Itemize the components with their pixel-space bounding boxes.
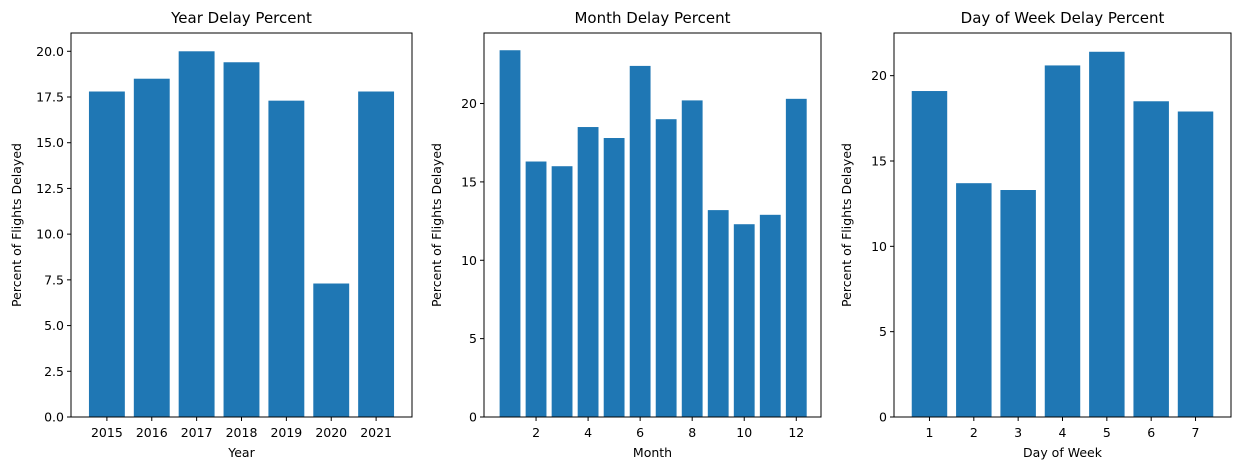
y-tick-label: 10 <box>871 239 887 254</box>
bar-2 <box>956 183 992 417</box>
x-tick-label: 2016 <box>136 425 168 440</box>
x-tick-label: 2017 <box>181 425 213 440</box>
x-tick-label: 12 <box>788 425 804 440</box>
plot-frame <box>483 32 822 418</box>
x-tick-label: 2021 <box>360 425 392 440</box>
bar-2018 <box>223 62 260 417</box>
bar-1 <box>499 50 521 418</box>
x-tick-label: 2020 <box>315 425 347 440</box>
bar-2016 <box>133 78 170 418</box>
y-tick-label: 5 <box>879 324 887 339</box>
x-tick-label: 6 <box>636 425 644 440</box>
bar-4 <box>577 127 599 417</box>
bar-8 <box>681 100 703 418</box>
y-tick-label: 20 <box>871 68 887 83</box>
x-tick-label: 7 <box>1192 425 1200 440</box>
y-tick-label: 5.0 <box>44 318 64 333</box>
bar-2021 <box>358 91 395 417</box>
bar-6 <box>629 65 651 417</box>
x-tick-label: 6 <box>1147 425 1155 440</box>
y-tick-label: 20.0 <box>36 44 64 59</box>
y-tick-label: 2.5 <box>44 364 64 379</box>
x-tick-label: 3 <box>1014 425 1022 440</box>
x-tick-label: 4 <box>584 425 592 440</box>
y-axis-label: Percent of Flights Delayed <box>429 143 444 307</box>
y-tick-label: 5 <box>469 331 477 346</box>
bar-11 <box>759 214 781 417</box>
bar-2017 <box>178 51 215 417</box>
bar-2 <box>525 161 547 417</box>
x-tick-label: 5 <box>1103 425 1111 440</box>
y-tick-label: 0 <box>469 410 477 425</box>
chart-title: Day of Week Delay Percent <box>961 9 1165 27</box>
x-tick-label: 4 <box>1059 425 1067 440</box>
y-tick-label: 17.5 <box>36 90 64 105</box>
bar-10 <box>733 224 755 417</box>
x-tick-label: 1 <box>925 425 933 440</box>
x-tick-label: 10 <box>736 425 752 440</box>
x-tick-label: 2 <box>970 425 978 440</box>
x-axis-label: Day of Week <box>1023 445 1103 460</box>
chart-panel-1: 0.0 2.5 5.0 7.5 10.0 12.5 15.0 17.5 20.0 2015 2016… <box>9 9 413 460</box>
y-tick-label: 7.5 <box>44 272 64 287</box>
bar-5 <box>603 138 625 417</box>
chart-title: Year Delay Percent <box>170 9 312 27</box>
bar-9 <box>707 210 729 417</box>
bar-2019 <box>268 100 305 417</box>
bar-1 <box>911 91 948 417</box>
bar-4 <box>1044 65 1081 418</box>
y-tick-label: 20 <box>461 96 477 111</box>
chart-title: Month Delay Percent <box>574 9 730 27</box>
y-tick-label: 15.0 <box>36 135 64 150</box>
x-axis-label: Year <box>227 445 255 460</box>
bar-5 <box>1089 51 1125 418</box>
bar-2020 <box>313 283 350 417</box>
x-axis-label: Month <box>633 445 672 460</box>
bar-2015 <box>88 91 125 417</box>
x-tick-label: 8 <box>688 425 696 440</box>
y-tick-label: 15 <box>461 174 477 189</box>
bar-7 <box>655 119 677 417</box>
y-tick-label: 15 <box>871 154 887 169</box>
x-tick-label: 2019 <box>270 425 302 440</box>
x-tick-label: 2 <box>532 425 540 440</box>
y-tick-label: 0 <box>879 410 887 425</box>
bar-12 <box>785 98 807 417</box>
y-axis-label: Percent of Flights Delayed <box>9 143 24 307</box>
chart-panel-2: 0 5 10 15 20 2 4 6 8 10 12 Month Delay Percent Month… <box>429 9 822 460</box>
y-tick-label: 0.0 <box>44 410 64 425</box>
x-tick-label: 2015 <box>91 425 123 440</box>
y-axis-label: Percent of Flights Delayed <box>839 143 854 307</box>
x-tick-label: 2018 <box>226 425 258 440</box>
bar-3 <box>551 166 573 417</box>
chart-panel-3: 0 5 10 15 20 1 2 3 4 5 6 7 Day of Week Delay Percent… <box>839 9 1232 460</box>
y-tick-label: 10 <box>461 253 477 268</box>
bar-6 <box>1133 101 1169 418</box>
y-tick-label: 12.5 <box>36 181 64 196</box>
y-tick-label: 10.0 <box>36 227 64 242</box>
bar-3 <box>1000 190 1036 417</box>
bar-7 <box>1177 111 1214 417</box>
